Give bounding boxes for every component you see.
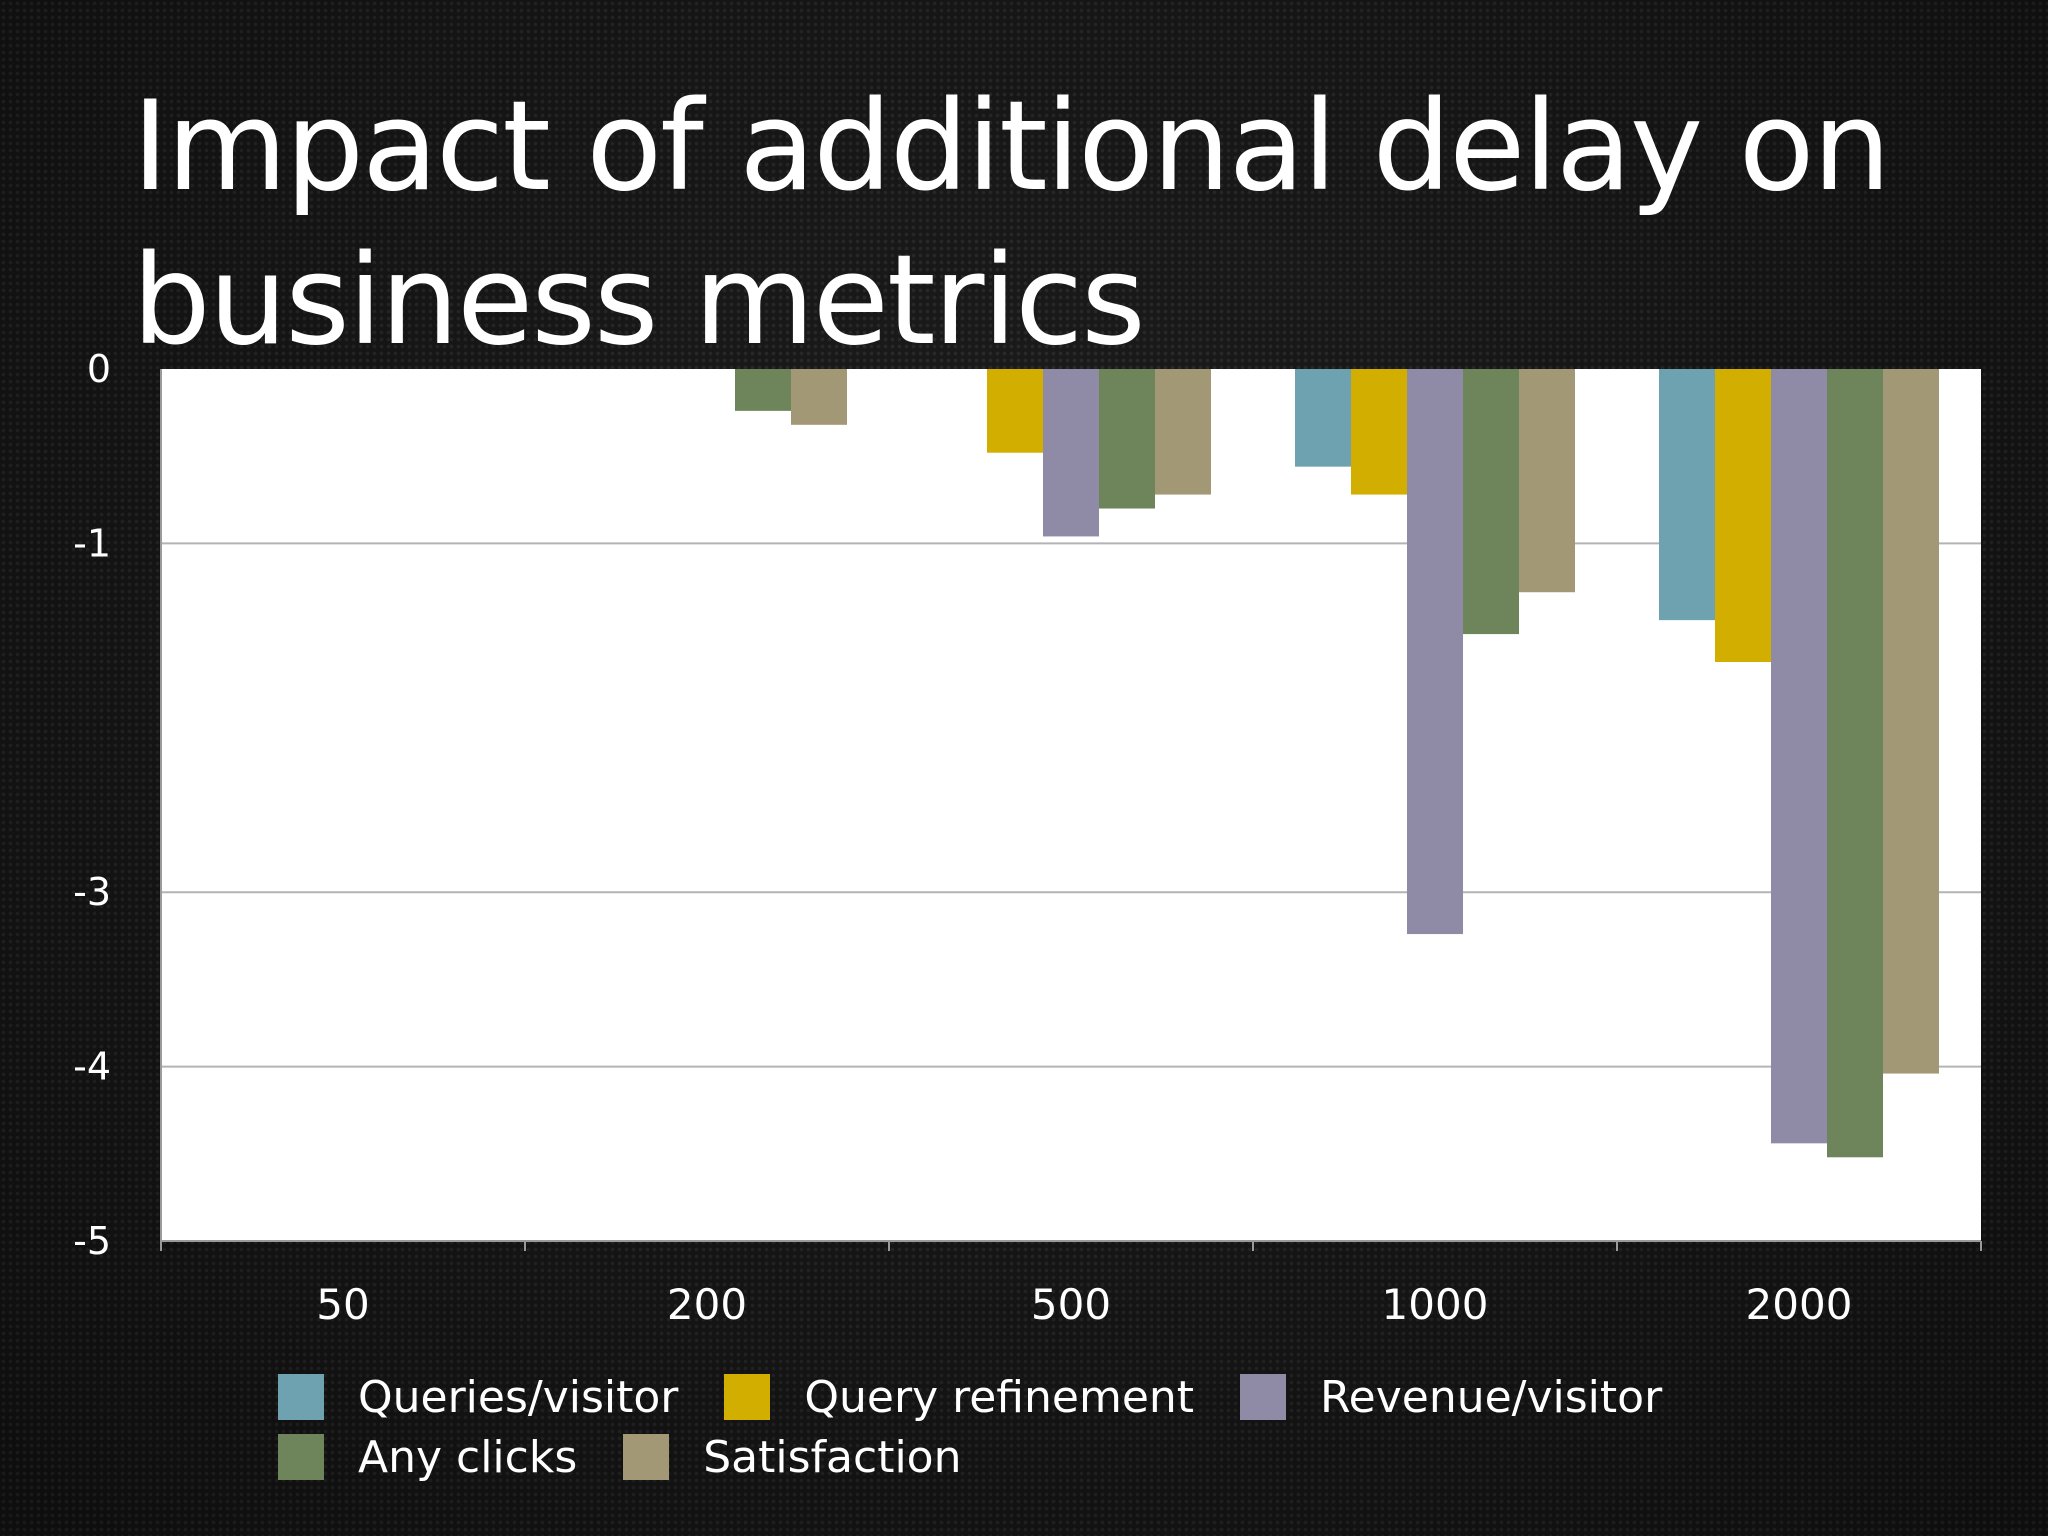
legend-label: Satisfaction — [703, 1431, 962, 1483]
x-tick-label: 500 — [1031, 1280, 1111, 1329]
bar-revenue-visitor-500 — [1043, 369, 1099, 537]
chart-title: Impact of additional delay on business m… — [132, 75, 1891, 373]
bar-query-refinement-2000 — [1715, 369, 1771, 662]
bar-satisfaction-2000 — [1883, 369, 1939, 1074]
bars — [735, 369, 1939, 1158]
bar-any-clicks-200 — [735, 369, 791, 411]
y-tick-labels: 0 -1 -3 -4 -5 — [73, 347, 111, 1263]
legend-swatch — [278, 1374, 324, 1420]
axes — [160, 369, 1982, 1251]
bar-satisfaction-1000 — [1519, 369, 1575, 593]
x-tick-labels: 50 200 500 1000 2000 — [316, 1280, 1852, 1329]
legend-swatch — [724, 1374, 771, 1420]
legend-swatch — [623, 1434, 670, 1480]
x-tick-label: 200 — [667, 1280, 747, 1329]
y-tick-label: -3 — [73, 870, 111, 914]
bar-satisfaction-500 — [1155, 369, 1211, 495]
legend-label: Query refinement — [804, 1371, 1195, 1423]
y-tick-label: -5 — [73, 1219, 111, 1263]
y-tick-label: -4 — [73, 1045, 111, 1089]
legend-item: Satisfaction — [623, 1431, 962, 1483]
x-tick-label: 2000 — [1746, 1280, 1853, 1329]
legend-label: Queries/visitor — [358, 1371, 679, 1423]
y-tick-label: 0 — [87, 347, 111, 391]
bar-any-clicks-500 — [1099, 369, 1155, 509]
x-tick-label: 1000 — [1382, 1280, 1489, 1329]
y-tick-label: -1 — [73, 521, 111, 565]
legend-item: Revenue/visitor — [1240, 1371, 1663, 1423]
bar-query-refinement-1000 — [1351, 369, 1407, 495]
bar-query-refinement-500 — [987, 369, 1043, 453]
legend-swatch — [1240, 1374, 1287, 1420]
legend-item: Any clicks — [278, 1431, 578, 1483]
bar-any-clicks-2000 — [1827, 369, 1883, 1158]
legend-label: Revenue/visitor — [1320, 1371, 1663, 1423]
legend-item: Query refinement — [724, 1371, 1195, 1423]
bar-revenue-visitor-2000 — [1771, 369, 1827, 1144]
bar-queries-visitor-1000 — [1295, 369, 1351, 467]
legend-swatch — [278, 1434, 324, 1480]
bar-satisfaction-200 — [791, 369, 847, 425]
bar-any-clicks-1000 — [1463, 369, 1519, 635]
bar-revenue-visitor-1000 — [1407, 369, 1463, 935]
legend-label: Any clicks — [358, 1431, 578, 1483]
bar-queries-visitor-2000 — [1659, 369, 1715, 621]
legend-item: Queries/visitor — [278, 1371, 679, 1423]
legend: Queries/visitor Query refinement Revenue/v… — [278, 1371, 1978, 1483]
x-tick-label: 50 — [316, 1280, 369, 1329]
